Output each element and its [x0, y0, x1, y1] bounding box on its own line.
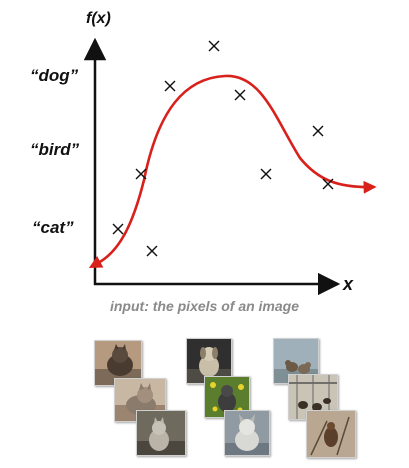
data-point-marker [260, 168, 272, 180]
input-caption: input: the pixels of an image [109, 298, 300, 314]
data-point-marker [234, 89, 246, 101]
function-curve [88, 74, 377, 269]
data-point-marker [112, 223, 124, 235]
dog-photo-thumbnail [186, 338, 232, 384]
y-category-bird: “bird” [30, 140, 80, 159]
data-point-marker [135, 168, 147, 180]
data-point-marker [146, 245, 158, 257]
y-axis-label: f(x) [86, 10, 111, 27]
y-category-dog: “dog” [30, 66, 79, 85]
data-point-marker [312, 125, 324, 137]
data-point-marker [164, 80, 176, 92]
data-points [112, 40, 334, 257]
dog-photo-thumbnail [224, 410, 270, 456]
y-category-cat: “cat” [32, 218, 74, 237]
bird-photo-thumbnail [306, 410, 356, 458]
data-point-marker [322, 178, 334, 190]
data-point-marker [208, 40, 220, 52]
x-axis-label: x [343, 274, 354, 294]
cat-photo-thumbnail [136, 410, 186, 456]
